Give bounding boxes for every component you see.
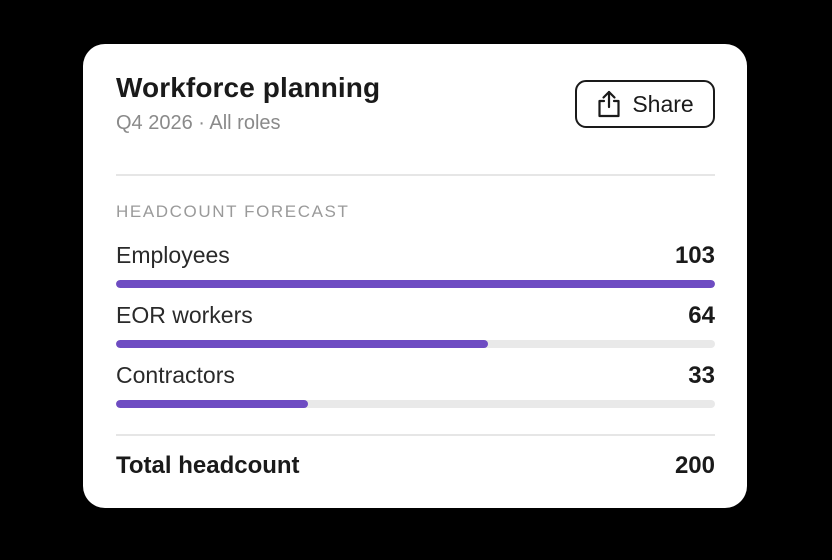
total-divider [116,434,715,436]
share-button[interactable]: Share [575,80,715,128]
row-label: Employees [116,242,230,268]
total-value: 200 [674,452,715,479]
section-label: HEADCOUNT FORECAST [116,202,350,221]
forecast-row-employees: Employees 103 [116,242,715,294]
forecast-row-contractors: Contractors 33 [116,362,715,414]
row-value: 103 [674,242,715,269]
workforce-planning-card: Workforce planning Q4 2026 · All roles S… [83,44,747,508]
row-value: 33 [688,362,715,389]
progress-fill [116,280,715,288]
forecast-row-eor-workers: EOR workers 64 [116,302,715,354]
progress-track [116,340,715,348]
progress-track [116,280,715,288]
header-divider [116,174,715,176]
share-icon [598,90,620,118]
row-label: EOR workers [116,302,253,328]
share-button-label: Share [632,90,694,117]
row-label: Contractors [116,362,235,388]
progress-fill [116,400,308,408]
progress-track [116,400,715,408]
card-title: Workforce planning [116,72,381,103]
card-subtitle: Q4 2026 · All roles [116,112,281,134]
total-label: Total headcount [116,452,300,479]
progress-fill [116,340,489,348]
row-value: 64 [688,302,715,329]
